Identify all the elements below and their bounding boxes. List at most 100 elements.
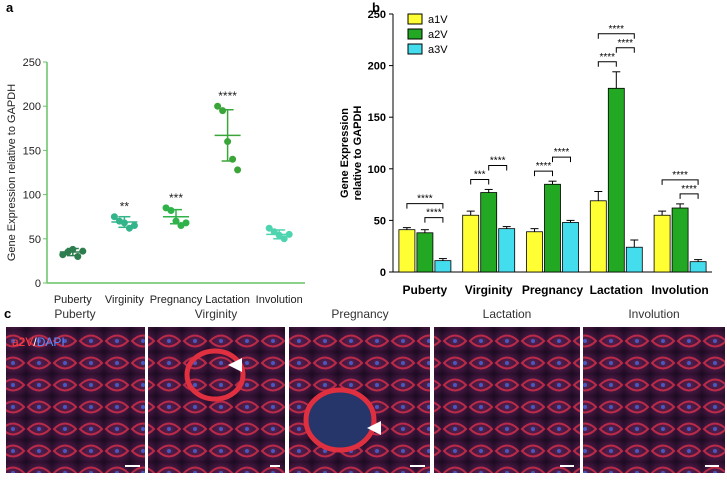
significance: **** — [426, 208, 442, 219]
bar — [689, 261, 707, 273]
stain-sep: / — [33, 335, 37, 349]
dot — [214, 102, 222, 110]
bar — [462, 214, 480, 273]
dot — [265, 224, 273, 232]
bar — [625, 246, 643, 273]
bar — [562, 222, 579, 273]
bar — [434, 260, 452, 273]
dot — [130, 222, 138, 230]
bracket — [615, 47, 635, 53]
bar — [671, 207, 689, 273]
x-tick-label: Puberty — [403, 283, 448, 297]
dot — [234, 166, 242, 174]
bracket — [488, 164, 508, 171]
significance: **** — [536, 161, 552, 172]
panel-label: a — [6, 0, 14, 15]
panel-label: b — [372, 0, 380, 15]
bar — [653, 214, 671, 273]
panel-label: c — [4, 306, 11, 321]
x-tick-label: Involution — [651, 283, 708, 297]
bar — [589, 200, 607, 273]
significance: **** — [681, 184, 697, 195]
x-tick-label: Puberty — [54, 294, 92, 306]
x-tick-label: Lactation — [590, 283, 643, 297]
legend-label: a3V — [428, 44, 448, 56]
dot — [110, 213, 118, 221]
significance: **** — [417, 194, 433, 205]
x-tick-label: Pregnancy — [522, 283, 584, 297]
significance: *** — [474, 169, 486, 180]
stain: a2V — [12, 335, 33, 349]
arrowhead — [367, 421, 381, 435]
image — [6, 327, 145, 473]
stain-label: a2V/DAPI — [12, 335, 65, 349]
y-tick-label: 150 — [368, 112, 386, 124]
image-title: Involution — [628, 307, 679, 321]
significance: **** — [609, 24, 625, 35]
legend-swatch — [407, 43, 423, 55]
image-title: Pregnancy — [331, 307, 388, 321]
x-tick-label: Virginity — [465, 283, 513, 297]
duct — [303, 387, 377, 453]
y-tick-label: 50 — [374, 215, 386, 227]
x-tick-label: Virginity — [105, 294, 144, 306]
legend-label: a2V — [428, 29, 448, 41]
bracket — [661, 179, 699, 185]
significance: **** — [554, 147, 570, 158]
bracket — [534, 170, 553, 177]
legend-swatch — [407, 28, 423, 40]
dot — [79, 247, 87, 255]
bar — [416, 232, 434, 273]
x-tick-label: Pregnancy — [150, 294, 203, 306]
bracket — [679, 193, 699, 199]
significance: **** — [600, 52, 616, 63]
y-tick-label: 100 — [368, 164, 386, 176]
bar — [480, 192, 498, 273]
annotation: *** — [169, 191, 183, 205]
y-tick-label: 0 — [35, 278, 41, 290]
bracket — [597, 61, 617, 67]
y-tick-label: 200 — [23, 101, 41, 113]
significance: **** — [618, 38, 634, 49]
image-title: Puberty — [54, 307, 95, 321]
bracket — [597, 33, 635, 39]
dot — [219, 107, 227, 115]
bracket — [424, 217, 444, 223]
dot — [74, 252, 82, 260]
image-title: Virginity — [195, 307, 237, 321]
y-tick-label: 150 — [23, 145, 41, 157]
legend-swatch — [407, 13, 423, 25]
bar — [607, 87, 625, 273]
bar — [498, 228, 516, 273]
bracket — [470, 178, 490, 185]
y-tick-label: 200 — [368, 61, 386, 73]
significance: **** — [672, 170, 688, 181]
dot — [167, 207, 175, 215]
y-axis-label: Gene Expression — [339, 108, 351, 198]
x-tick-label: Lactation — [205, 294, 250, 306]
micrographs: a2V/DAPI — [6, 327, 725, 473]
y-tick-label: 100 — [23, 190, 41, 202]
annotation: **** — [218, 89, 237, 103]
y-axis-label: relative to GAPDH — [352, 106, 364, 201]
legend-label: a1V — [428, 14, 448, 26]
image — [434, 327, 580, 473]
bar — [544, 183, 561, 273]
bracket — [406, 203, 444, 209]
bar — [526, 231, 543, 273]
dot — [182, 219, 190, 227]
arrowhead — [228, 358, 242, 372]
bracket — [552, 156, 571, 163]
y-tick-label: 250 — [23, 57, 41, 69]
y-tick-label: 250 — [368, 9, 386, 21]
y-tick-label: 0 — [380, 267, 386, 279]
image-title: Lactation — [483, 307, 532, 321]
significance: **** — [490, 155, 506, 166]
annotation: ** — [120, 200, 130, 214]
x-tick-label: Involution — [256, 294, 303, 306]
y-tick-label: 50 — [29, 234, 41, 246]
stain: DAPI — [37, 335, 65, 349]
image — [583, 327, 725, 473]
bar — [398, 229, 416, 273]
